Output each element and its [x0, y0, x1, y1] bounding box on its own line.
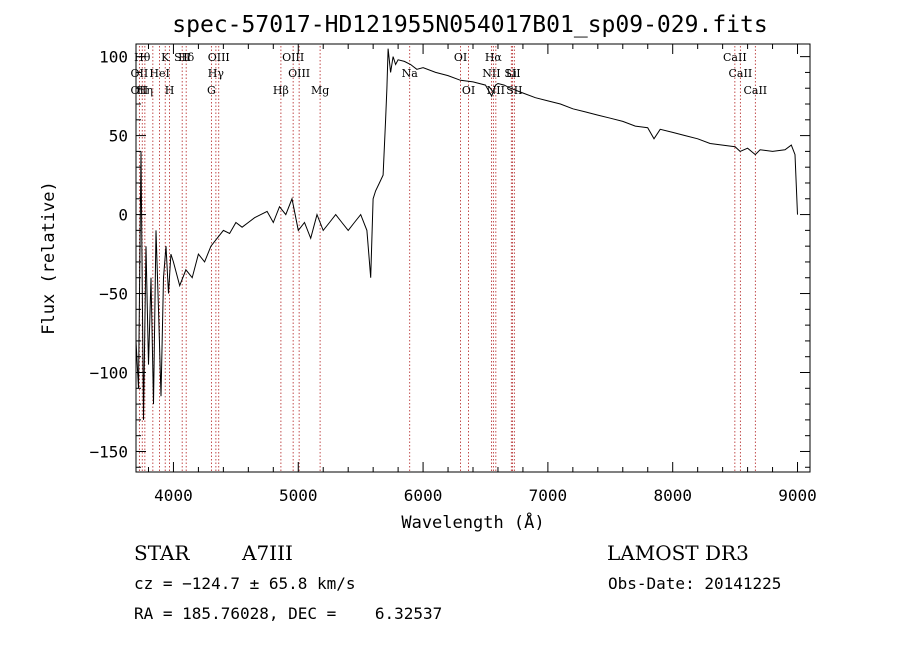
series-line-spectrum — [135, 48, 798, 420]
line-label-1-8: CaII — [729, 67, 753, 80]
object-type: STAR — [134, 541, 190, 565]
object-subclass: A7III — [241, 541, 293, 565]
line-label-2-4: Hβ — [273, 84, 289, 97]
line-label-0-1: K — [161, 51, 170, 64]
line-label-2-2: H — [165, 84, 175, 97]
x-tick-label-1: 5000 — [279, 486, 318, 505]
x-tick-label-4: 8000 — [653, 486, 692, 505]
line-label-0-0: Hθ — [134, 51, 151, 64]
spectral-lines-layer — [138, 46, 756, 471]
line-label-2-9: CaII — [743, 84, 767, 97]
line-label-2-0: OII — [131, 84, 149, 97]
line-label-2-7: NII — [487, 84, 505, 97]
y-tick-label-0: −150 — [89, 442, 128, 461]
line-label-0-6: Hα — [485, 51, 503, 64]
redshift-velocity: cz = −124.7 ± 65.8 km/s — [134, 574, 356, 593]
line-label-1-0: OII — [131, 67, 149, 80]
line-label-1-4: OIII — [288, 67, 310, 80]
line-label-0-8: CaII — [723, 51, 747, 64]
chart-title: spec-57017-HD121955N054017B01_sp09-029.f… — [172, 12, 767, 38]
series-layer — [135, 48, 798, 420]
x-axis-label: Wavelength (Å) — [401, 511, 544, 533]
coordinates: RA = 185.76028, DEC = 6.32537 — [134, 604, 442, 623]
observation-date: Obs-Date: 20141225 — [608, 574, 781, 593]
x-tick-label-3: 7000 — [529, 486, 568, 505]
y-tick-label-5: 100 — [99, 48, 128, 67]
x-axis-ticks: 4000 5000 6000 7000 8000 9000 — [147, 44, 817, 505]
line-label-1-3: Hγ — [208, 67, 225, 80]
line-label-1-5: Na — [402, 67, 419, 80]
y-tick-label-3: 0 — [118, 206, 128, 225]
line-label-0-4: OIII — [282, 51, 304, 64]
line-label-0-3: OIII — [208, 51, 230, 64]
y-tick-label-2: −50 — [99, 285, 128, 304]
line-label-0-2: Hδ — [178, 51, 195, 64]
x-tick-label-2: 6000 — [404, 486, 443, 505]
x-tick-label-5: 9000 — [778, 486, 817, 505]
line-label-2-6: OI — [462, 84, 475, 97]
y-axis-ticks: −150 −100 −50 0 50 100 — [89, 48, 810, 468]
line-label-1-7: Li — [506, 67, 517, 80]
y-tick-label-1: −100 — [89, 364, 128, 383]
survey-name: LAMOST DR3 — [607, 541, 749, 565]
line-label-0-5: OI — [454, 51, 467, 64]
line-label-2-8: SII — [506, 84, 522, 97]
line-label-2-3: G — [207, 84, 216, 97]
line-label-1-2: SII — [504, 67, 520, 80]
x-tick-label-0: 4000 — [154, 486, 193, 505]
line-label-1-6: NII — [482, 67, 500, 80]
line-label-0-7: SII — [174, 51, 190, 64]
line-label-1-1: HeI — [149, 67, 169, 80]
y-axis-label: Flux (relative) — [39, 181, 59, 335]
plot-frame — [135, 43, 811, 473]
line-label-2-1: Hη — [137, 84, 153, 97]
y-tick-label-4: 50 — [109, 127, 128, 146]
line-label-2-5: Mg — [311, 84, 329, 97]
